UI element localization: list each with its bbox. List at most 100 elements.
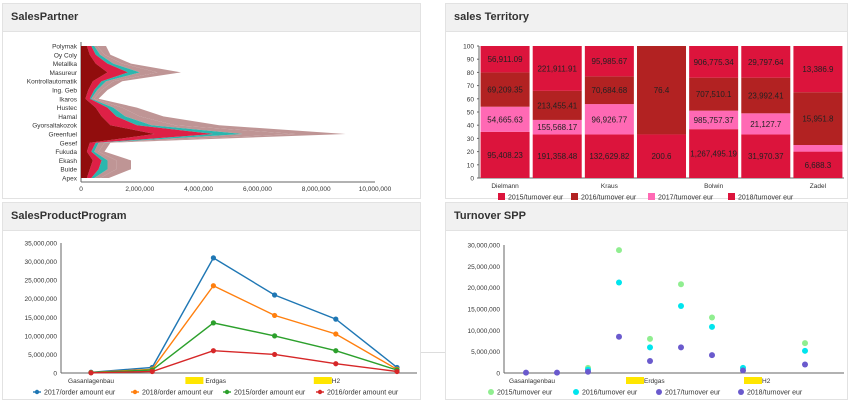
y-tick-label: 30,000,000 [24,259,57,266]
y-tick-label: Ikaros [59,96,77,103]
data-label: 76.4 [654,86,670,95]
x-tick-highlight [744,377,762,384]
data-point [333,348,339,354]
x-tick-label: 0 [79,186,83,193]
y-tick-label: Gyorsaltakozok [32,123,78,130]
legend-marker [317,389,323,395]
data-point [616,247,622,254]
x-tick-label: 8,000,000 [302,186,331,193]
x-tick-label: H2 [762,378,771,385]
x-tick-label: Gasanlagenbau [509,378,555,385]
bar-segment [584,76,634,105]
data-point [272,333,278,339]
legend-label: 2017/order amount eur [44,390,116,397]
data-label: 906,775.34 [694,58,735,67]
y-tick-label: 70 [467,83,475,90]
y-tick-label: 20 [467,149,475,156]
x-tick-label: Erdgas [644,378,665,385]
legend-marker [573,389,579,395]
y-tick-label: 10 [467,162,475,169]
legend-label: 2018/order amount eur [142,390,214,397]
data-point [709,323,715,330]
y-tick-label: 10,000,000 [467,328,500,335]
bar-segment [636,46,687,135]
y-tick-label: 0 [496,371,500,378]
legend-marker [656,389,662,395]
bar-segment [480,106,530,132]
bar-segment [741,77,791,114]
data-point [333,361,339,367]
y-tick-label: Fukuda [55,149,77,156]
data-point [802,347,808,354]
x-tick-label: 6,000,000 [243,186,272,193]
y-tick-label: 20,000,000 [24,296,57,303]
legend-marker [132,389,138,395]
legend-label: 2017/turnover eur [665,390,721,397]
x-tick-label: Bolwin [704,183,724,190]
divider [421,352,445,353]
bar-segment [532,119,582,135]
x-tick-label: Zadel [810,183,827,190]
panel-title: SalesPartner [3,4,420,32]
y-tick-label: Hustec [57,105,78,112]
data-point [678,281,684,288]
x-tick-label: Kraus [601,183,619,190]
y-tick-label: 60 [467,96,475,103]
sales-product-program-chart[interactable]: 0 5,000,000 10,000,000 15,000,000 20,000,000… [3,231,422,401]
data-point [802,361,808,368]
data-label: 1,267,495.19 [690,150,737,159]
y-tick-label: Oy Coly [54,52,78,59]
legend-label: 2015/turnover eur [497,390,553,397]
legend-label: 2018/turnover eur [747,390,803,397]
legend-label: 2016/turnover eur [581,195,637,201]
data-label: 200.6 [651,152,672,161]
y-tick-label: Masureur [50,70,78,77]
series-line-3 [90,322,398,374]
y-tick-label: Metallka [53,61,78,68]
data-point [272,351,278,358]
bar-segment [689,77,739,111]
data-point [210,348,216,354]
legend-marker [488,389,494,395]
y-tick-label: Gesef [60,140,78,147]
legend-marker [224,389,230,395]
data-point [616,279,622,286]
y-tick-label: Ekash [59,158,77,165]
bar-segment [741,46,791,78]
legend-label: 2015/order amount eur [234,390,306,397]
data-label: 6,688.3 [805,161,832,170]
bar-segment [741,113,791,135]
bar-segment [689,129,739,178]
y-tick-label: Kontrollautomatik [27,79,78,86]
series-line-1 [90,256,398,373]
data-label: 70,684.68 [592,86,628,95]
series-line-4 [90,349,398,374]
y-tick-label: 20,000,000 [467,285,500,292]
y-tick-label: Apex [62,176,78,183]
data-point [333,316,339,322]
data-label: 221,911.91 [537,64,577,73]
turnover-spp-panel: Turnover SPP 0 5,000,000 10,000,000 15,000,… [445,202,848,400]
data-point [740,367,746,374]
y-tick-label: 25,000,000 [467,264,500,271]
data-label: 132,629.82 [589,152,630,161]
data-label: 707,510.1 [696,90,732,99]
legend-label: 2016/order amount eur [327,390,399,397]
sales-territory-chart[interactable]: 0 10 20 30 40 50 60 70 80 90 100 95,408.23 54,665.63… [446,32,849,200]
x-tick-label: 10,000,000 [359,186,392,193]
data-label: 985,757.37 [694,116,735,125]
data-point [709,352,715,359]
data-label: 31,970.37 [748,152,784,161]
y-tick-label: 25,000,000 [24,278,57,285]
sales-product-program-panel: SalesProductProgram 0 5,000,000 10,000,000… [2,202,421,400]
data-label: 96,926.77 [592,115,628,124]
bar-segment [793,92,843,145]
bar-segment [480,46,530,73]
x-tick-label: 2,000,000 [125,186,154,193]
turnover-spp-chart[interactable]: 0 5,000,000 10,000,000 15,000,000 20,000,000… [446,231,849,401]
area-series-3 [89,46,243,178]
data-point [647,335,653,342]
y-tick-label: 35,000,000 [24,241,57,248]
data-label: 29,797.64 [748,58,784,67]
